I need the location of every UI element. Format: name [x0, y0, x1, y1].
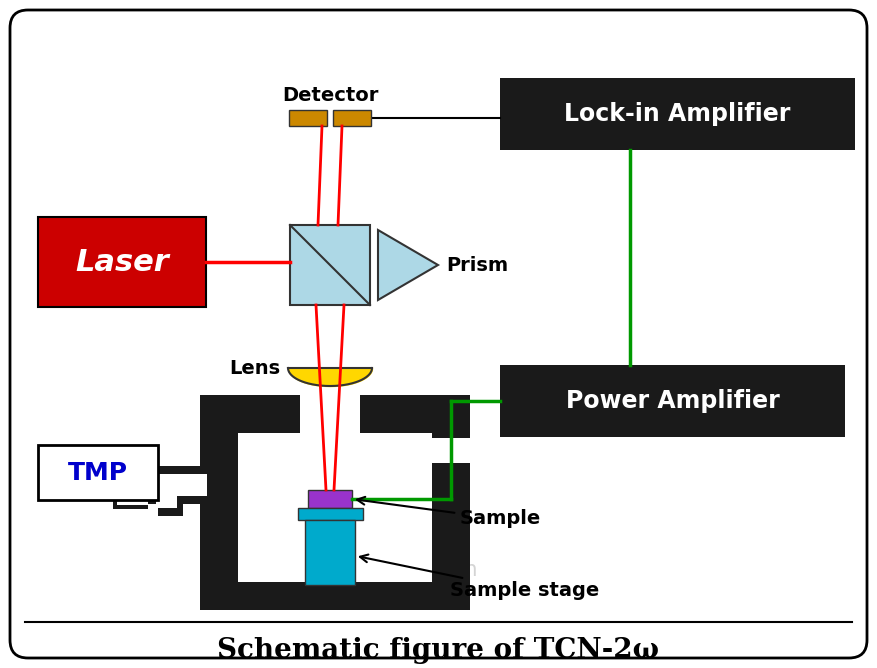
Bar: [290, 225, 370, 305]
Polygon shape: [378, 230, 438, 300]
Text: Lock-in Amplifier: Lock-in Amplifier: [564, 102, 791, 126]
Text: Lens: Lens: [229, 359, 280, 377]
Bar: [289, 110, 327, 126]
Bar: [308, 490, 352, 508]
Text: Sample stage: Sample stage: [360, 554, 599, 601]
Bar: [156, 486, 177, 508]
Bar: [500, 78, 855, 150]
Bar: [238, 433, 432, 582]
Bar: [500, 365, 845, 437]
Text: Quantum Design: Quantum Design: [303, 560, 478, 580]
Bar: [305, 520, 355, 585]
Bar: [148, 466, 200, 504]
Text: Sample: Sample: [357, 497, 541, 528]
Text: TMP: TMP: [68, 460, 128, 484]
Bar: [158, 478, 183, 516]
Bar: [38, 217, 206, 307]
Bar: [150, 474, 207, 496]
Text: Power Amplifier: Power Amplifier: [566, 389, 780, 413]
FancyBboxPatch shape: [10, 10, 867, 658]
Bar: [200, 395, 470, 610]
Bar: [300, 395, 360, 433]
Bar: [113, 446, 148, 509]
Text: Prism: Prism: [446, 255, 508, 275]
Bar: [333, 110, 371, 126]
Bar: [117, 450, 148, 505]
Text: Schematic figure of TCN-2ω: Schematic figure of TCN-2ω: [217, 637, 659, 663]
Bar: [297, 508, 362, 520]
Text: Laser: Laser: [75, 248, 169, 277]
Bar: [38, 445, 158, 500]
Text: Detector: Detector: [282, 86, 378, 105]
Bar: [432, 438, 470, 463]
